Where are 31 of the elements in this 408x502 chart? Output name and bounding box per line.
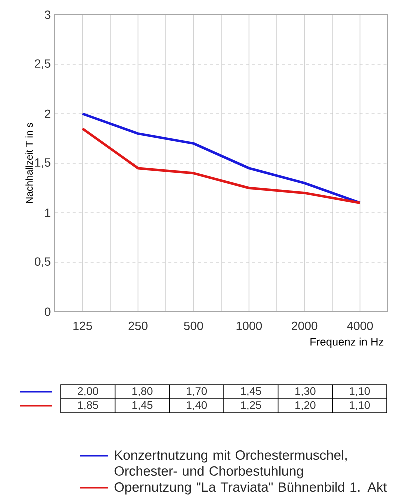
x-axis-title: Frequenz in Hz: [310, 338, 384, 348]
data-label: 1,45: [132, 402, 153, 410]
x-tick-label: 4000: [347, 322, 374, 330]
data-label: 2,00: [78, 387, 98, 397]
x-tick-label: 250: [128, 322, 148, 330]
x-tick-label: 500: [184, 322, 204, 330]
data-label: 1,10: [350, 401, 370, 411]
data-label: 1,85: [78, 401, 98, 411]
data-label: 1,30: [296, 387, 316, 397]
x-tick-label: 2000: [292, 322, 318, 330]
data-label: 1,20: [296, 401, 316, 411]
legend-label: Opernutzung "La Traviata" Bühnenbild 1. Akt: [114, 482, 388, 495]
y-tick-label: 1: [45, 208, 51, 218]
data-label: 1,45: [241, 388, 262, 396]
data-label: 1,25: [241, 401, 262, 411]
data-label: 1,80: [132, 387, 153, 397]
y-tick-label: 1,5: [35, 158, 51, 168]
data-label: 1,40: [186, 401, 208, 411]
y-tick-label: 0,5: [35, 258, 51, 268]
x-tick-label: 1000: [236, 322, 262, 330]
y-axis-title: Nachhallzeit T in s: [26, 123, 34, 204]
data-label: 1,70: [186, 387, 208, 397]
line-series: [82, 128, 362, 204]
y-tick-label: 3: [44, 10, 51, 20]
data-label: 1,10: [350, 387, 370, 397]
legend-label: Konzertnutzung mit Orchestermuschel, Orchester- und Chorbestuhlung: [114, 450, 347, 479]
y-tick-label: 2,5: [35, 60, 51, 70]
x-tick-label: 125: [74, 322, 92, 330]
y-tick-label: 0: [44, 308, 51, 316]
y-tick-label: 2: [45, 110, 51, 118]
line-series: [82, 112, 362, 204]
